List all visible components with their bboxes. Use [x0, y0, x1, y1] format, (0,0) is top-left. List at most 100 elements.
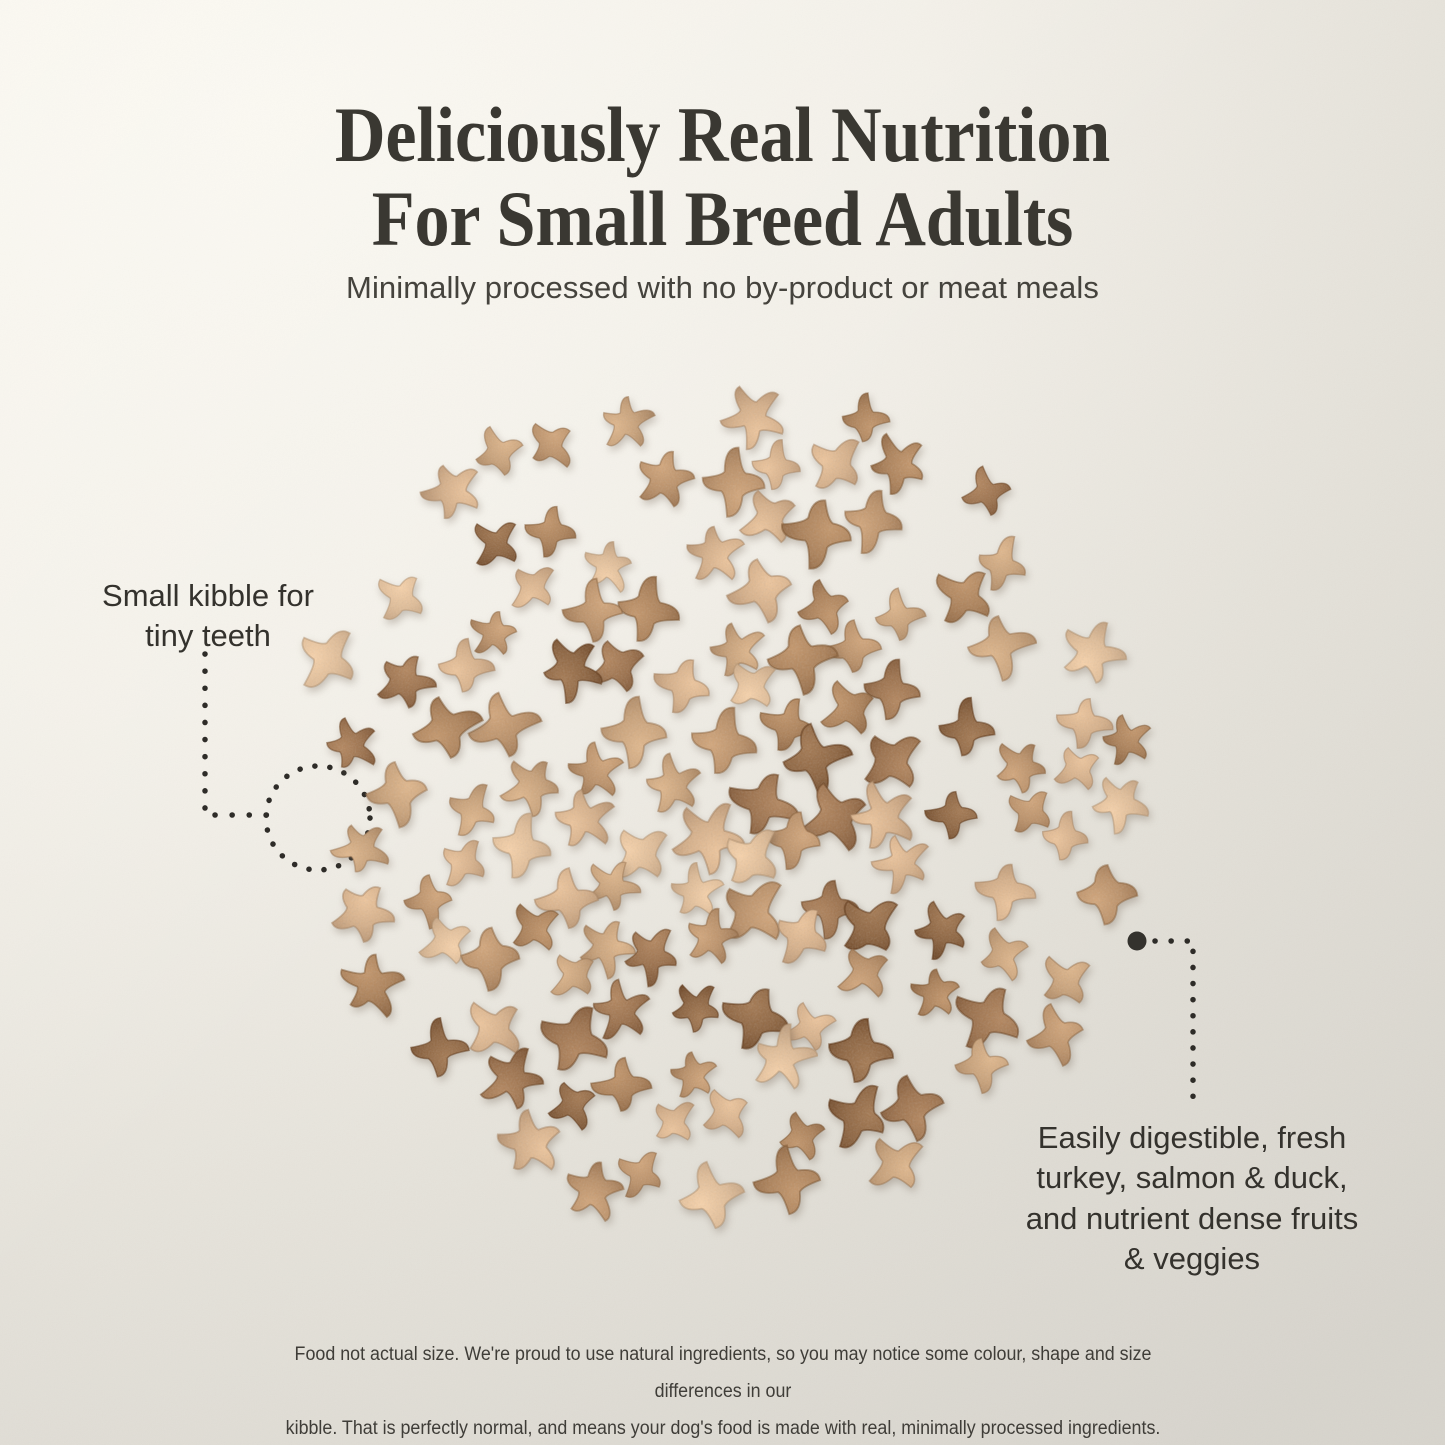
kibble-piece-wrapper — [715, 383, 791, 457]
kibble-piece-wrapper — [536, 941, 607, 1011]
kibble-piece-wrapper — [553, 1152, 634, 1233]
kibble-piece-wrapper — [821, 1011, 901, 1091]
kibble-piece-wrapper — [434, 635, 498, 698]
kibble-piece-wrapper — [1049, 691, 1119, 756]
kibble-piece — [1050, 611, 1131, 693]
kibble-piece-wrapper — [969, 526, 1038, 600]
kibble-piece-wrapper — [674, 1157, 749, 1234]
kibble-piece — [459, 926, 522, 993]
kibble-piece-wrapper — [405, 688, 490, 768]
kibble-piece — [738, 1019, 825, 1105]
kibble-piece — [791, 574, 855, 641]
kibble-piece-wrapper — [963, 608, 1039, 683]
kibble-piece-wrapper — [825, 937, 901, 1012]
kibble-piece-wrapper — [866, 828, 938, 898]
kibble-piece-wrapper — [549, 784, 619, 854]
kibble-piece — [540, 1074, 605, 1140]
kibble-piece — [324, 872, 406, 953]
kibble-piece — [496, 552, 569, 623]
kibble-piece-wrapper — [1068, 856, 1144, 932]
kibble-piece-wrapper — [483, 804, 561, 887]
kibble-piece-wrapper — [773, 492, 859, 577]
kibble-piece-wrapper — [1036, 806, 1094, 866]
kibble-piece — [435, 635, 498, 696]
kibble-piece — [579, 630, 654, 702]
kibble-piece-wrapper — [858, 653, 928, 727]
kibble-piece-wrapper — [987, 732, 1053, 799]
kibble-piece — [517, 410, 587, 481]
footnote-line-2: kibble. That is perfectly normal, and me… — [285, 1418, 1161, 1440]
kibble-piece — [591, 977, 652, 1041]
kibble-piece-wrapper — [563, 735, 632, 807]
kibble-piece-wrapper — [761, 896, 842, 978]
kibble-piece-wrapper — [677, 516, 757, 596]
kibble-piece-wrapper — [536, 633, 607, 706]
kibble-piece-wrapper — [334, 948, 409, 1022]
kibble-piece — [1049, 691, 1119, 756]
kibble-piece-wrapper — [370, 644, 445, 719]
kibble-piece-wrapper — [932, 693, 1001, 764]
kibble-piece — [1096, 705, 1162, 772]
kibble-piece — [677, 516, 757, 596]
kibble-piece — [721, 554, 797, 629]
kibble-piece-wrapper — [467, 419, 530, 482]
kibble-piece — [335, 948, 409, 1019]
callout-easily-digestible-label: Easily digestible, fresh turkey, salmon &… — [1025, 1120, 1359, 1276]
kibble-piece-wrapper — [592, 389, 658, 457]
kibble-piece-wrapper — [824, 878, 915, 969]
footnote-line-1: Food not actual size. We're proud to use… — [294, 1344, 1152, 1403]
kibble-piece-wrapper — [362, 560, 436, 634]
kibble-piece — [761, 896, 842, 978]
kibble-piece — [824, 878, 915, 969]
kibble-piece — [965, 613, 1039, 683]
kibble-piece-wrapper — [613, 913, 691, 992]
kibble-piece-wrapper — [630, 443, 701, 512]
footnote: Food not actual size. We're proud to use… — [258, 1336, 1189, 1445]
kibble-piece-wrapper — [641, 1087, 709, 1154]
kibble-piece-wrapper — [794, 420, 879, 505]
kibble-piece-wrapper — [791, 574, 856, 641]
kibble-piece-wrapper — [682, 697, 767, 783]
kibble-piece-wrapper — [415, 451, 494, 530]
kibble-piece — [641, 1087, 709, 1154]
kibble-piece — [613, 913, 691, 992]
kibble-piece — [436, 772, 508, 848]
kibble-piece — [467, 419, 530, 482]
kibble-piece — [415, 451, 494, 530]
kibble-piece-wrapper — [905, 891, 979, 966]
kibble-piece — [670, 982, 721, 1035]
kibble-piece — [549, 785, 618, 854]
kibble-piece-wrapper — [1050, 611, 1131, 693]
kibble-piece — [858, 424, 937, 504]
kibble-piece — [875, 1070, 949, 1147]
kibble-piece-wrapper — [721, 551, 801, 629]
kibble-piece-wrapper — [807, 670, 884, 748]
kibble-piece — [1028, 941, 1104, 1017]
kibble-piece — [866, 828, 938, 898]
kibble-piece-wrapper — [1044, 738, 1110, 802]
kibble-piece-wrapper — [921, 785, 982, 844]
kibble-piece-wrapper — [675, 899, 747, 973]
kibble-piece — [1044, 738, 1110, 802]
page-title-line-1: Deliciously Real Nutrition — [334, 91, 1111, 178]
kibble-piece — [609, 567, 689, 651]
kibble-piece — [630, 443, 701, 512]
kibble-piece-wrapper — [489, 1102, 575, 1188]
kibble-piece — [921, 787, 981, 843]
kibble-piece-wrapper — [452, 919, 528, 995]
kibble-piece-wrapper — [436, 772, 508, 848]
kibble-piece-wrapper — [579, 630, 654, 702]
kibble-piece — [954, 1037, 1010, 1095]
kibble-piece — [596, 691, 672, 773]
kibble-piece — [849, 780, 916, 851]
kibble-piece — [967, 856, 1043, 929]
kibble-piece — [1036, 806, 1094, 866]
kibble-piece — [490, 750, 565, 825]
kibble-piece — [807, 670, 884, 748]
kibble-piece-wrapper — [457, 504, 534, 581]
kibble-piece — [525, 990, 624, 1088]
kibble-piece — [902, 962, 969, 1028]
kibble-piece-wrapper — [643, 648, 719, 722]
kibble-piece — [765, 623, 840, 697]
